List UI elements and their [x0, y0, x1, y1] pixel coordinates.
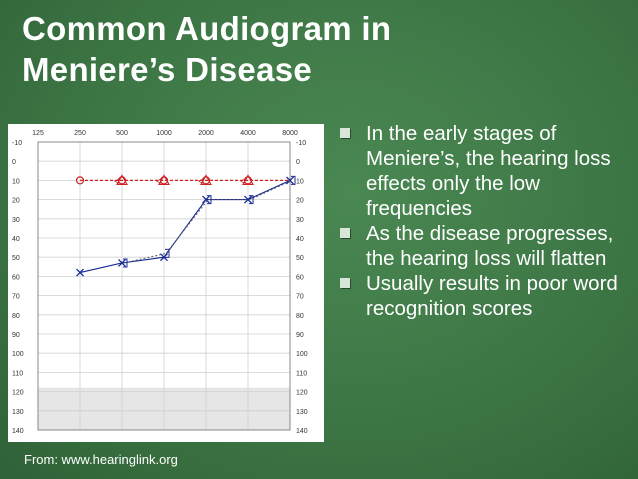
- right-ear-bone-bracket: <: [114, 176, 120, 187]
- y-tick-label-right: 120: [296, 390, 308, 397]
- y-tick-label-left: 0: [12, 159, 16, 166]
- bullet-square-icon: [340, 228, 350, 238]
- y-tick-label-left: 100: [12, 351, 24, 358]
- right-ear-triangle-marker: [116, 174, 128, 185]
- y-tick-label-right: 90: [296, 332, 304, 339]
- audiogram-svg: -10 -10 0 0 10 10 20 20 30 30 40 40 50 50 60 60 70 70 80 80…: [8, 124, 324, 442]
- y-tick-label-left: 120: [12, 390, 24, 397]
- right-ear-circle-marker: [75, 176, 85, 185]
- left-ear-cross-marker: [244, 195, 252, 204]
- bullet-square-icon: [340, 128, 350, 138]
- y-tick-label-left: 30: [12, 217, 20, 224]
- y-tick-label-left: 60: [12, 274, 20, 281]
- slide-title-line-2: Meniere’s Disease: [22, 51, 313, 88]
- x-tick-label: 1000: [156, 130, 172, 137]
- y-tick-label-right: 70: [296, 294, 304, 301]
- bullet-text: Usually results in poor word recognition…: [366, 272, 618, 320]
- left-ear-cross-marker: [118, 259, 126, 267]
- right-ear-triangle-marker: [200, 174, 212, 185]
- y-tick-label-left: -10: [12, 140, 22, 147]
- slide-title-line-1: Common Audiogram in: [22, 10, 392, 47]
- audiogram-chart: -10 -10 0 0 10 10 20 20 30 30 40 40 50 50 60 60 70 70 80 80…: [8, 124, 324, 442]
- y-tick-label-right: 130: [296, 409, 308, 416]
- y-tick-label-left: 70: [12, 294, 20, 301]
- right-ear-triangle-marker: [158, 174, 170, 185]
- y-tick-label-right: 60: [296, 274, 304, 281]
- y-tick-label-right: 100: [296, 351, 308, 358]
- y-tick-label-left: 40: [12, 236, 20, 243]
- left-ear-cross-marker: [76, 268, 84, 277]
- x-tick-label: 125: [32, 130, 44, 137]
- x-tick-label: 2000: [198, 130, 214, 137]
- x-tick-label: 500: [116, 130, 128, 137]
- right-ear-bone-bracket: <: [240, 176, 246, 187]
- bone-bracket-marker: [291, 175, 296, 185]
- y-tick-label-right: 140: [296, 428, 308, 435]
- x-tick-label: 4000: [240, 130, 256, 137]
- bone-bracket-marker: [123, 258, 128, 268]
- left-ear-cross-marker: [202, 195, 210, 204]
- bullet-item: Usually results in poor word recognition…: [336, 271, 634, 321]
- x-tick-label: 250: [74, 130, 86, 137]
- bullet-square-icon: [340, 278, 350, 288]
- plot-border: [37, 141, 291, 431]
- y-tick-label-right: 10: [296, 178, 304, 185]
- y-tick-label-right: 50: [296, 255, 304, 262]
- y-tick-label-left: 10: [12, 178, 20, 185]
- y-tick-label-right: 0: [296, 159, 300, 166]
- y-tick-label-left: 130: [12, 409, 24, 416]
- y-tick-label-left: 110: [12, 370, 23, 377]
- right-ear-bone-bracket: <: [156, 176, 162, 187]
- y-tick-label-right: 80: [296, 313, 304, 320]
- bullet-text: In the early stages of Meniere’s, the he…: [366, 122, 611, 220]
- right-ear-triangle-marker: [242, 174, 254, 185]
- y-tick-label-right: 20: [296, 198, 304, 205]
- x-tick-label: 8000: [282, 130, 298, 137]
- left-ear-cross-marker: [160, 253, 168, 262]
- y-tick-label-left: 80: [12, 313, 20, 320]
- y-tick-label-right: 40: [296, 236, 304, 243]
- bullet-item: In the early stages of Meniere’s, the he…: [336, 121, 634, 221]
- bullet-list: In the early stages of Meniere’s, the he…: [336, 121, 634, 321]
- source-credit: From: www.hearinglink.org: [24, 452, 178, 467]
- y-tick-label-right: 30: [296, 217, 304, 224]
- y-tick-label-right: 110: [296, 370, 307, 377]
- bone-bracket-marker: [165, 248, 170, 258]
- bullet-item: As the disease progresses, the hearing l…: [336, 221, 634, 271]
- y-tick-label-left: 90: [12, 332, 20, 339]
- bullet-text: As the disease progresses, the hearing l…: [366, 222, 614, 270]
- slide-title: Common Audiogram in Meniere’s Disease: [22, 8, 622, 90]
- bone-bracket-marker: [249, 195, 254, 205]
- y-tick-label-right: -10: [296, 140, 306, 147]
- bone-conduction-line: [123, 179, 293, 264]
- right-ear-bone-bracket: <: [198, 176, 204, 187]
- y-tick-label-left: 50: [12, 255, 20, 262]
- left-ear-cross-marker: [286, 176, 294, 185]
- left-ear-line: [79, 179, 291, 274]
- bone-bracket-marker: [207, 195, 212, 205]
- y-tick-label-left: 140: [12, 428, 24, 435]
- y-tick-label-left: 20: [12, 198, 20, 205]
